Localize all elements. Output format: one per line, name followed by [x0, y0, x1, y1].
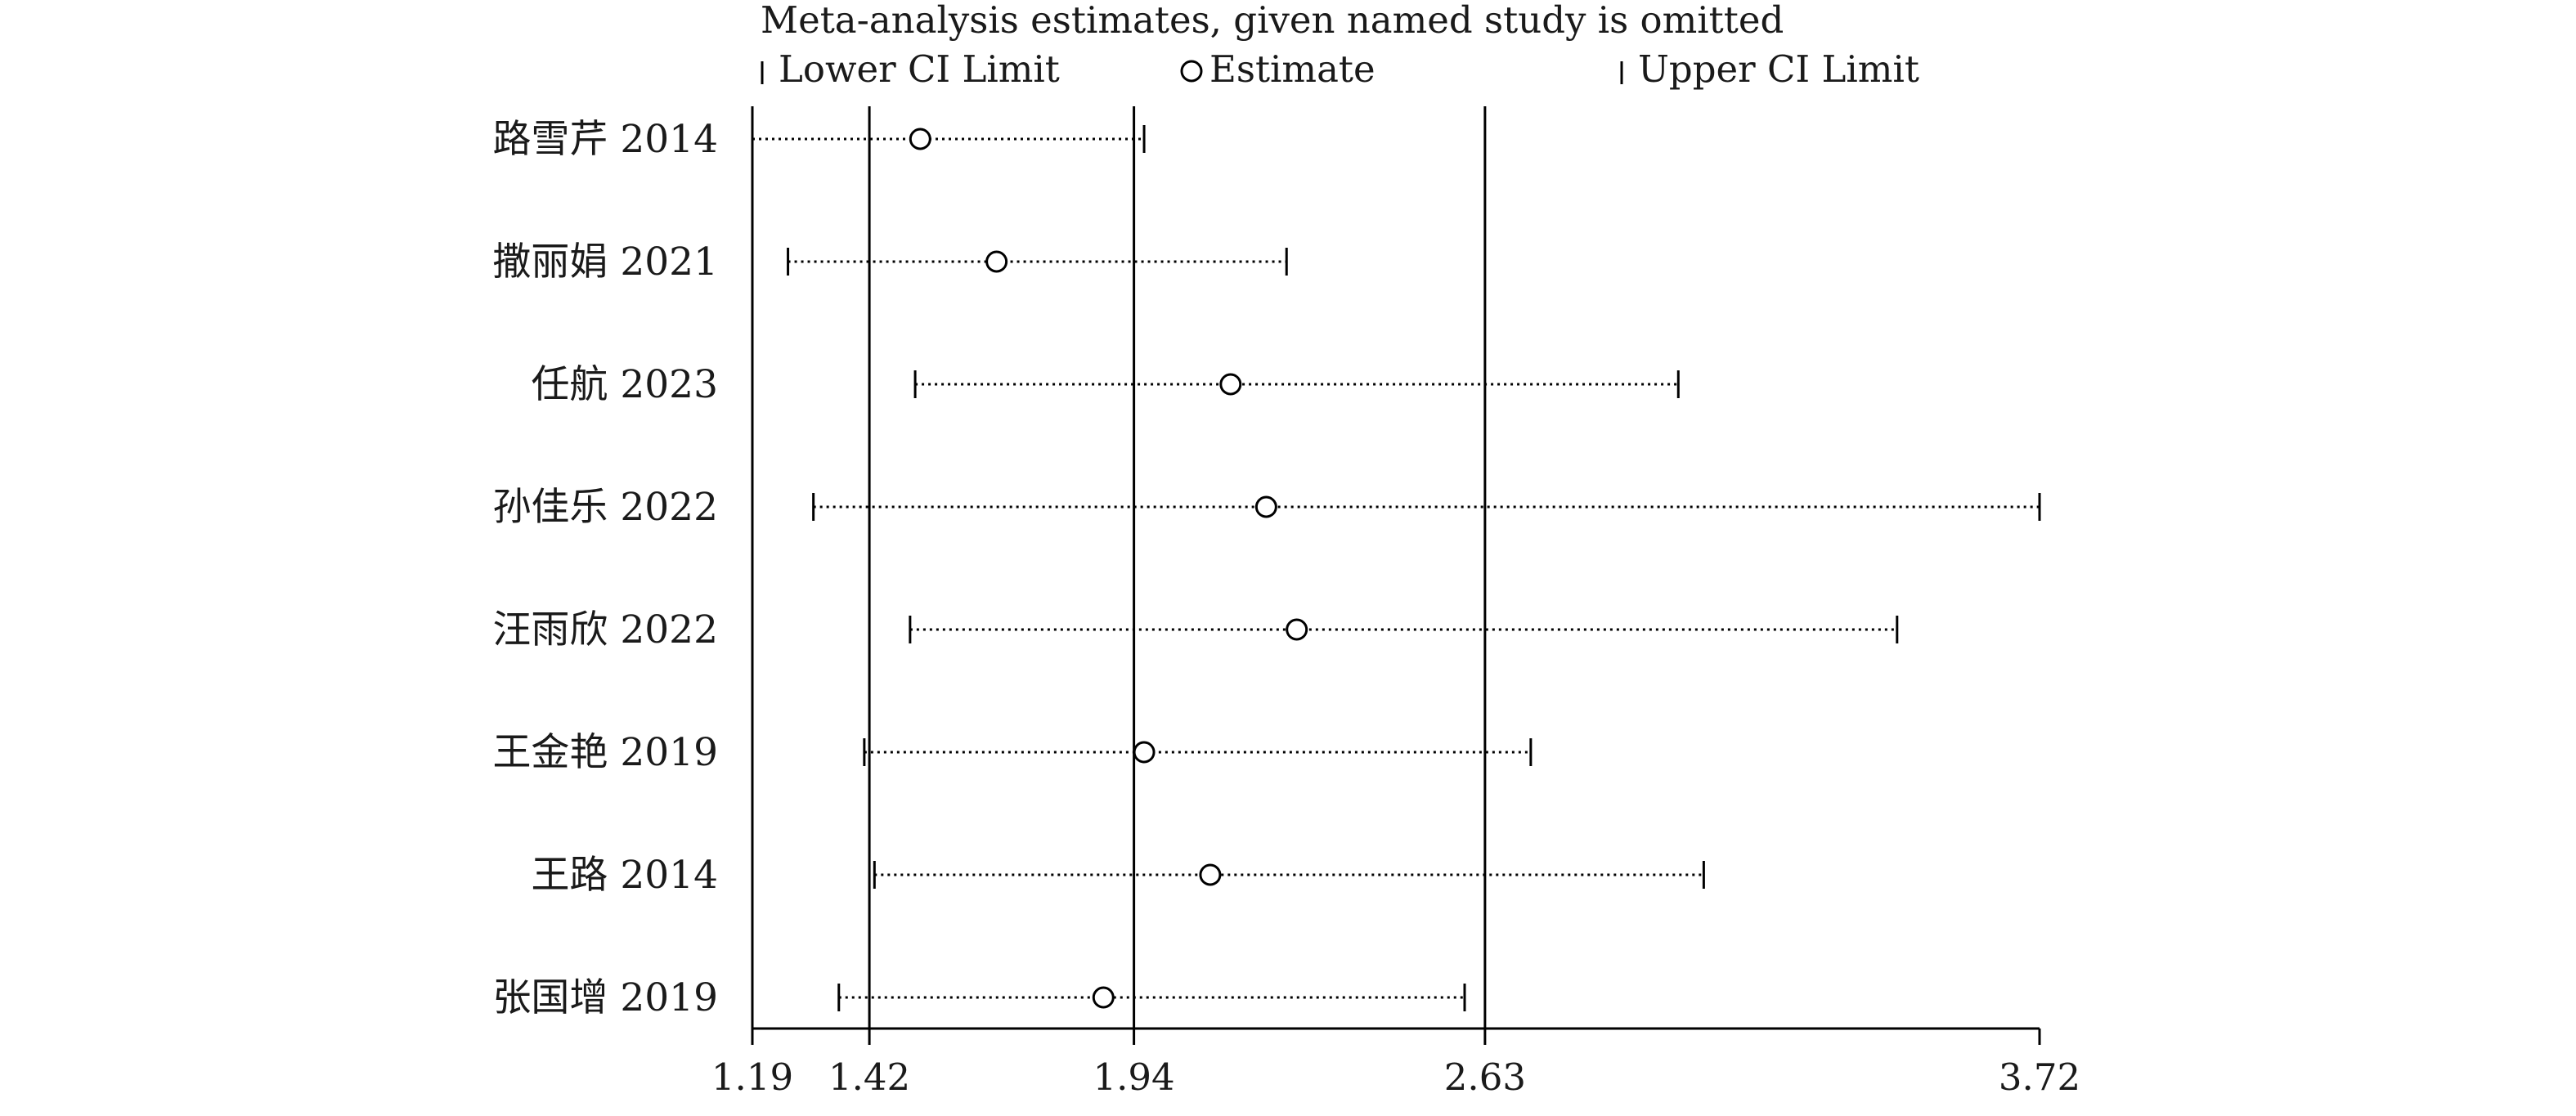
estimate-marker-5 [1133, 741, 1156, 764]
estimate-marker-1 [985, 250, 1008, 273]
x-tick-label-2: 1.94 [1093, 1055, 1174, 1099]
legend-estimate-label: Estimate [1209, 47, 1376, 91]
legend-lower-label: Lower CI Limit [779, 47, 1060, 91]
legend-estimate-marker [1180, 60, 1203, 83]
study-label-4: 汪雨欣 2022 [492, 607, 718, 652]
estimate-marker-7 [1092, 986, 1115, 1009]
study-label-2: 任航 2023 [531, 362, 718, 407]
study-label-5: 王金艳 2019 [492, 730, 718, 775]
study-label-0: 路雪芹 2014 [492, 117, 718, 162]
study-label-1: 撒丽娟 2021 [492, 240, 718, 285]
x-tick-label-0: 1.19 [711, 1055, 793, 1099]
legend-upper-label: Upper CI Limit [1638, 47, 1919, 91]
chart-title: Meta-analysis estimates, given named stu… [761, 0, 1784, 42]
plot-area: 1.19 1.42 1.94 2.63 3.72 路雪芹 2014 撒丽娟 2021 任航 2… [492, 106, 2080, 1099]
estimate-marker-0 [909, 128, 931, 150]
x-tick-label-4: 3.72 [1999, 1055, 2080, 1099]
estimate-marker-4 [1286, 618, 1308, 641]
x-tick-label-3: 2.63 [1444, 1055, 1526, 1099]
estimate-marker-6 [1199, 863, 1222, 886]
estimate-marker-2 [1219, 373, 1242, 396]
study-label-3: 孙佳乐 2022 [492, 485, 718, 530]
study-label-7: 张国增 2019 [492, 975, 718, 1020]
study-label-6: 王路 2014 [531, 853, 718, 898]
x-tick-label-1: 1.42 [828, 1055, 910, 1099]
estimate-marker-3 [1254, 495, 1277, 518]
legend: Lower CI Limit Estimate Upper CI Limit [761, 47, 1919, 91]
